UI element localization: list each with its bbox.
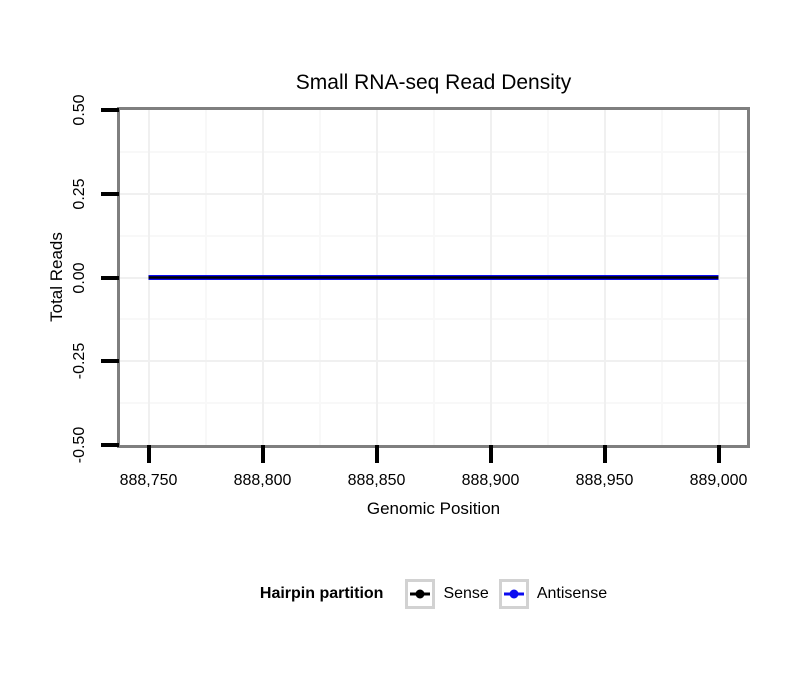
- y-axis-tick: [101, 191, 119, 196]
- x-axis-tick: [716, 445, 721, 463]
- x-axis-tick-label: 888,850: [347, 472, 406, 489]
- y-axis-tick-label: -0.50: [71, 426, 88, 464]
- series-layer: [148, 275, 719, 280]
- gridline-horizontal-minor: [120, 318, 747, 321]
- gridline-horizontal-major: [120, 192, 747, 195]
- gridline-horizontal-minor: [120, 150, 747, 153]
- x-axis-tick: [488, 445, 493, 463]
- legend-label-antisense: Antisense: [536, 585, 608, 602]
- legend-point-icon: [509, 589, 519, 599]
- y-axis-tick: [101, 275, 119, 280]
- plot-title: Small RNA-seq Read Density: [295, 71, 572, 94]
- y-axis-tick-label: 0.25: [71, 178, 88, 210]
- y-axis-tick: [101, 108, 119, 112]
- x-axis-tick-label: 888,950: [575, 472, 634, 489]
- x-axis-tick-label: 888,900: [461, 472, 520, 489]
- y-axis-tick-label: 0.50: [71, 94, 88, 126]
- x-axis-tick-label: 888,800: [233, 472, 292, 489]
- legend-title: Hairpin partition: [259, 585, 384, 602]
- legend-label-sense: Sense: [443, 585, 489, 602]
- x-axis-tick-label: 889,000: [689, 472, 748, 489]
- legend-item-antisense: Antisense: [498, 579, 608, 609]
- legend: Hairpin partition Sense Antisense: [117, 576, 750, 612]
- y-axis-tick: [101, 359, 119, 364]
- x-axis-tick-label: 888,750: [119, 472, 178, 489]
- x-axis-tick: [260, 445, 265, 463]
- y-axis-tick: [101, 443, 119, 447]
- plot-panel: [117, 107, 750, 448]
- y-axis-title: Total Reads: [47, 232, 66, 322]
- x-axis-tick: [146, 445, 151, 463]
- x-axis-title: Genomic Position: [366, 499, 501, 518]
- gridline-horizontal-minor: [120, 234, 747, 237]
- legend-item-sense: Sense: [405, 579, 489, 609]
- legend-key-sense: [405, 579, 436, 609]
- x-axis-tick: [602, 445, 607, 463]
- panel-grid-and-series-layer: [120, 110, 747, 445]
- y-axis-tick-label: 0.00: [71, 261, 88, 294]
- gridline-horizontal-minor: [120, 402, 747, 405]
- x-axis-tick: [374, 445, 379, 463]
- gridline-horizontal-major: [120, 360, 747, 363]
- y-axis-tick-label: -0.25: [71, 343, 88, 380]
- legend-key-antisense: [498, 579, 529, 609]
- legend-point-icon: [415, 589, 425, 599]
